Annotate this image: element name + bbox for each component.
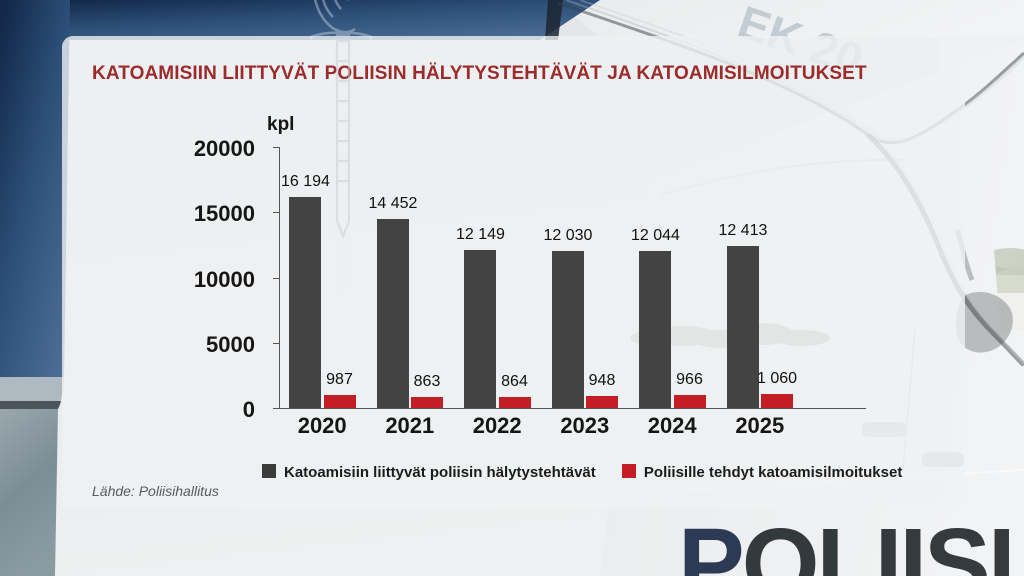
svg-text:POLIISI: POLIISI (678, 508, 1013, 576)
